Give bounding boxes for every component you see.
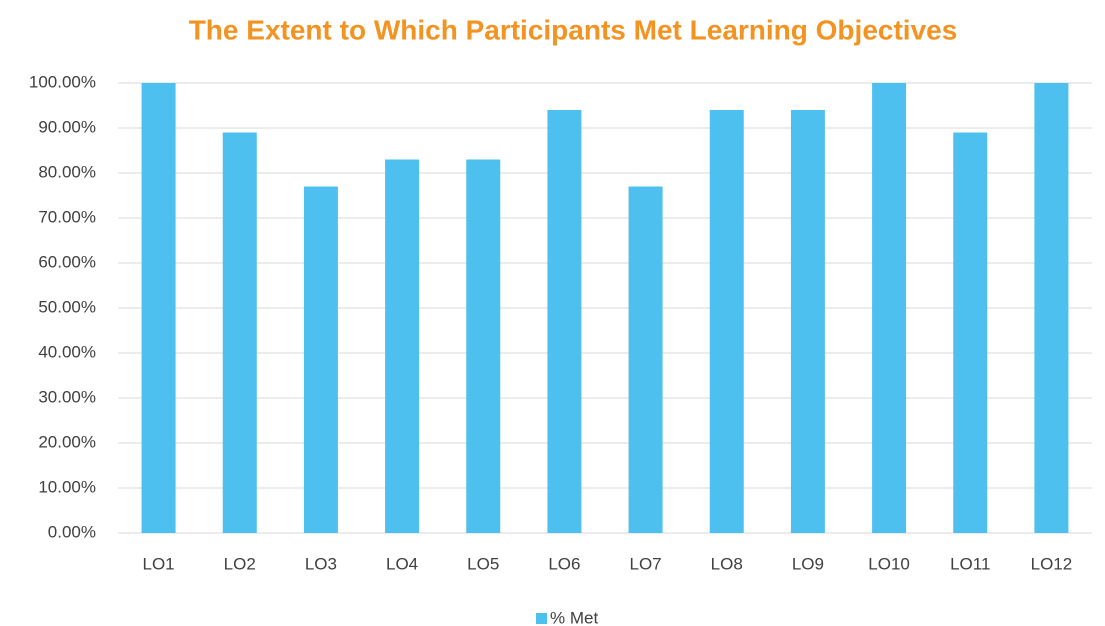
- x-tick-label: LO12: [1031, 554, 1073, 573]
- x-tick-label: LO4: [386, 554, 418, 573]
- bar: [709, 110, 744, 533]
- x-tick-label: LO6: [548, 554, 580, 573]
- bar: [385, 159, 420, 533]
- x-tick-label: LO7: [630, 554, 662, 573]
- bar: [1034, 83, 1069, 533]
- chart-title: The Extent to Which Participants Met Lea…: [189, 14, 958, 45]
- x-tick-label: LO3: [305, 554, 337, 573]
- bar: [953, 132, 988, 533]
- x-tick-label: LO8: [711, 554, 743, 573]
- bar: [222, 132, 257, 533]
- bar: [466, 159, 501, 533]
- y-tick-label: 10.00%: [38, 477, 96, 496]
- y-tick-label: 70.00%: [38, 207, 96, 226]
- y-tick-label: 0.00%: [48, 522, 96, 541]
- x-tick-label: LO11: [950, 554, 990, 573]
- bar: [628, 186, 663, 533]
- bar: [872, 83, 907, 533]
- x-tick-label: LO2: [224, 554, 256, 573]
- x-tick-label: LO9: [792, 554, 824, 573]
- y-tick-label: 90.00%: [38, 117, 96, 136]
- x-tick-label: LO5: [467, 554, 499, 573]
- bar: [790, 110, 825, 533]
- legend-swatch: [536, 613, 547, 624]
- bar: [547, 110, 582, 533]
- bar: [303, 186, 338, 533]
- y-tick-label: 100.00%: [29, 72, 96, 91]
- bar: [141, 83, 176, 533]
- x-tick-label: LO10: [868, 554, 910, 573]
- y-tick-label: 60.00%: [38, 252, 96, 271]
- y-tick-label: 30.00%: [38, 387, 96, 406]
- y-tick-label: 50.00%: [38, 297, 96, 316]
- y-tick-label: 20.00%: [38, 432, 96, 451]
- legend-label: % Met: [550, 608, 598, 626]
- y-tick-label: 40.00%: [38, 342, 96, 361]
- x-tick-label: LO1: [143, 554, 175, 573]
- y-tick-label: 80.00%: [38, 162, 96, 181]
